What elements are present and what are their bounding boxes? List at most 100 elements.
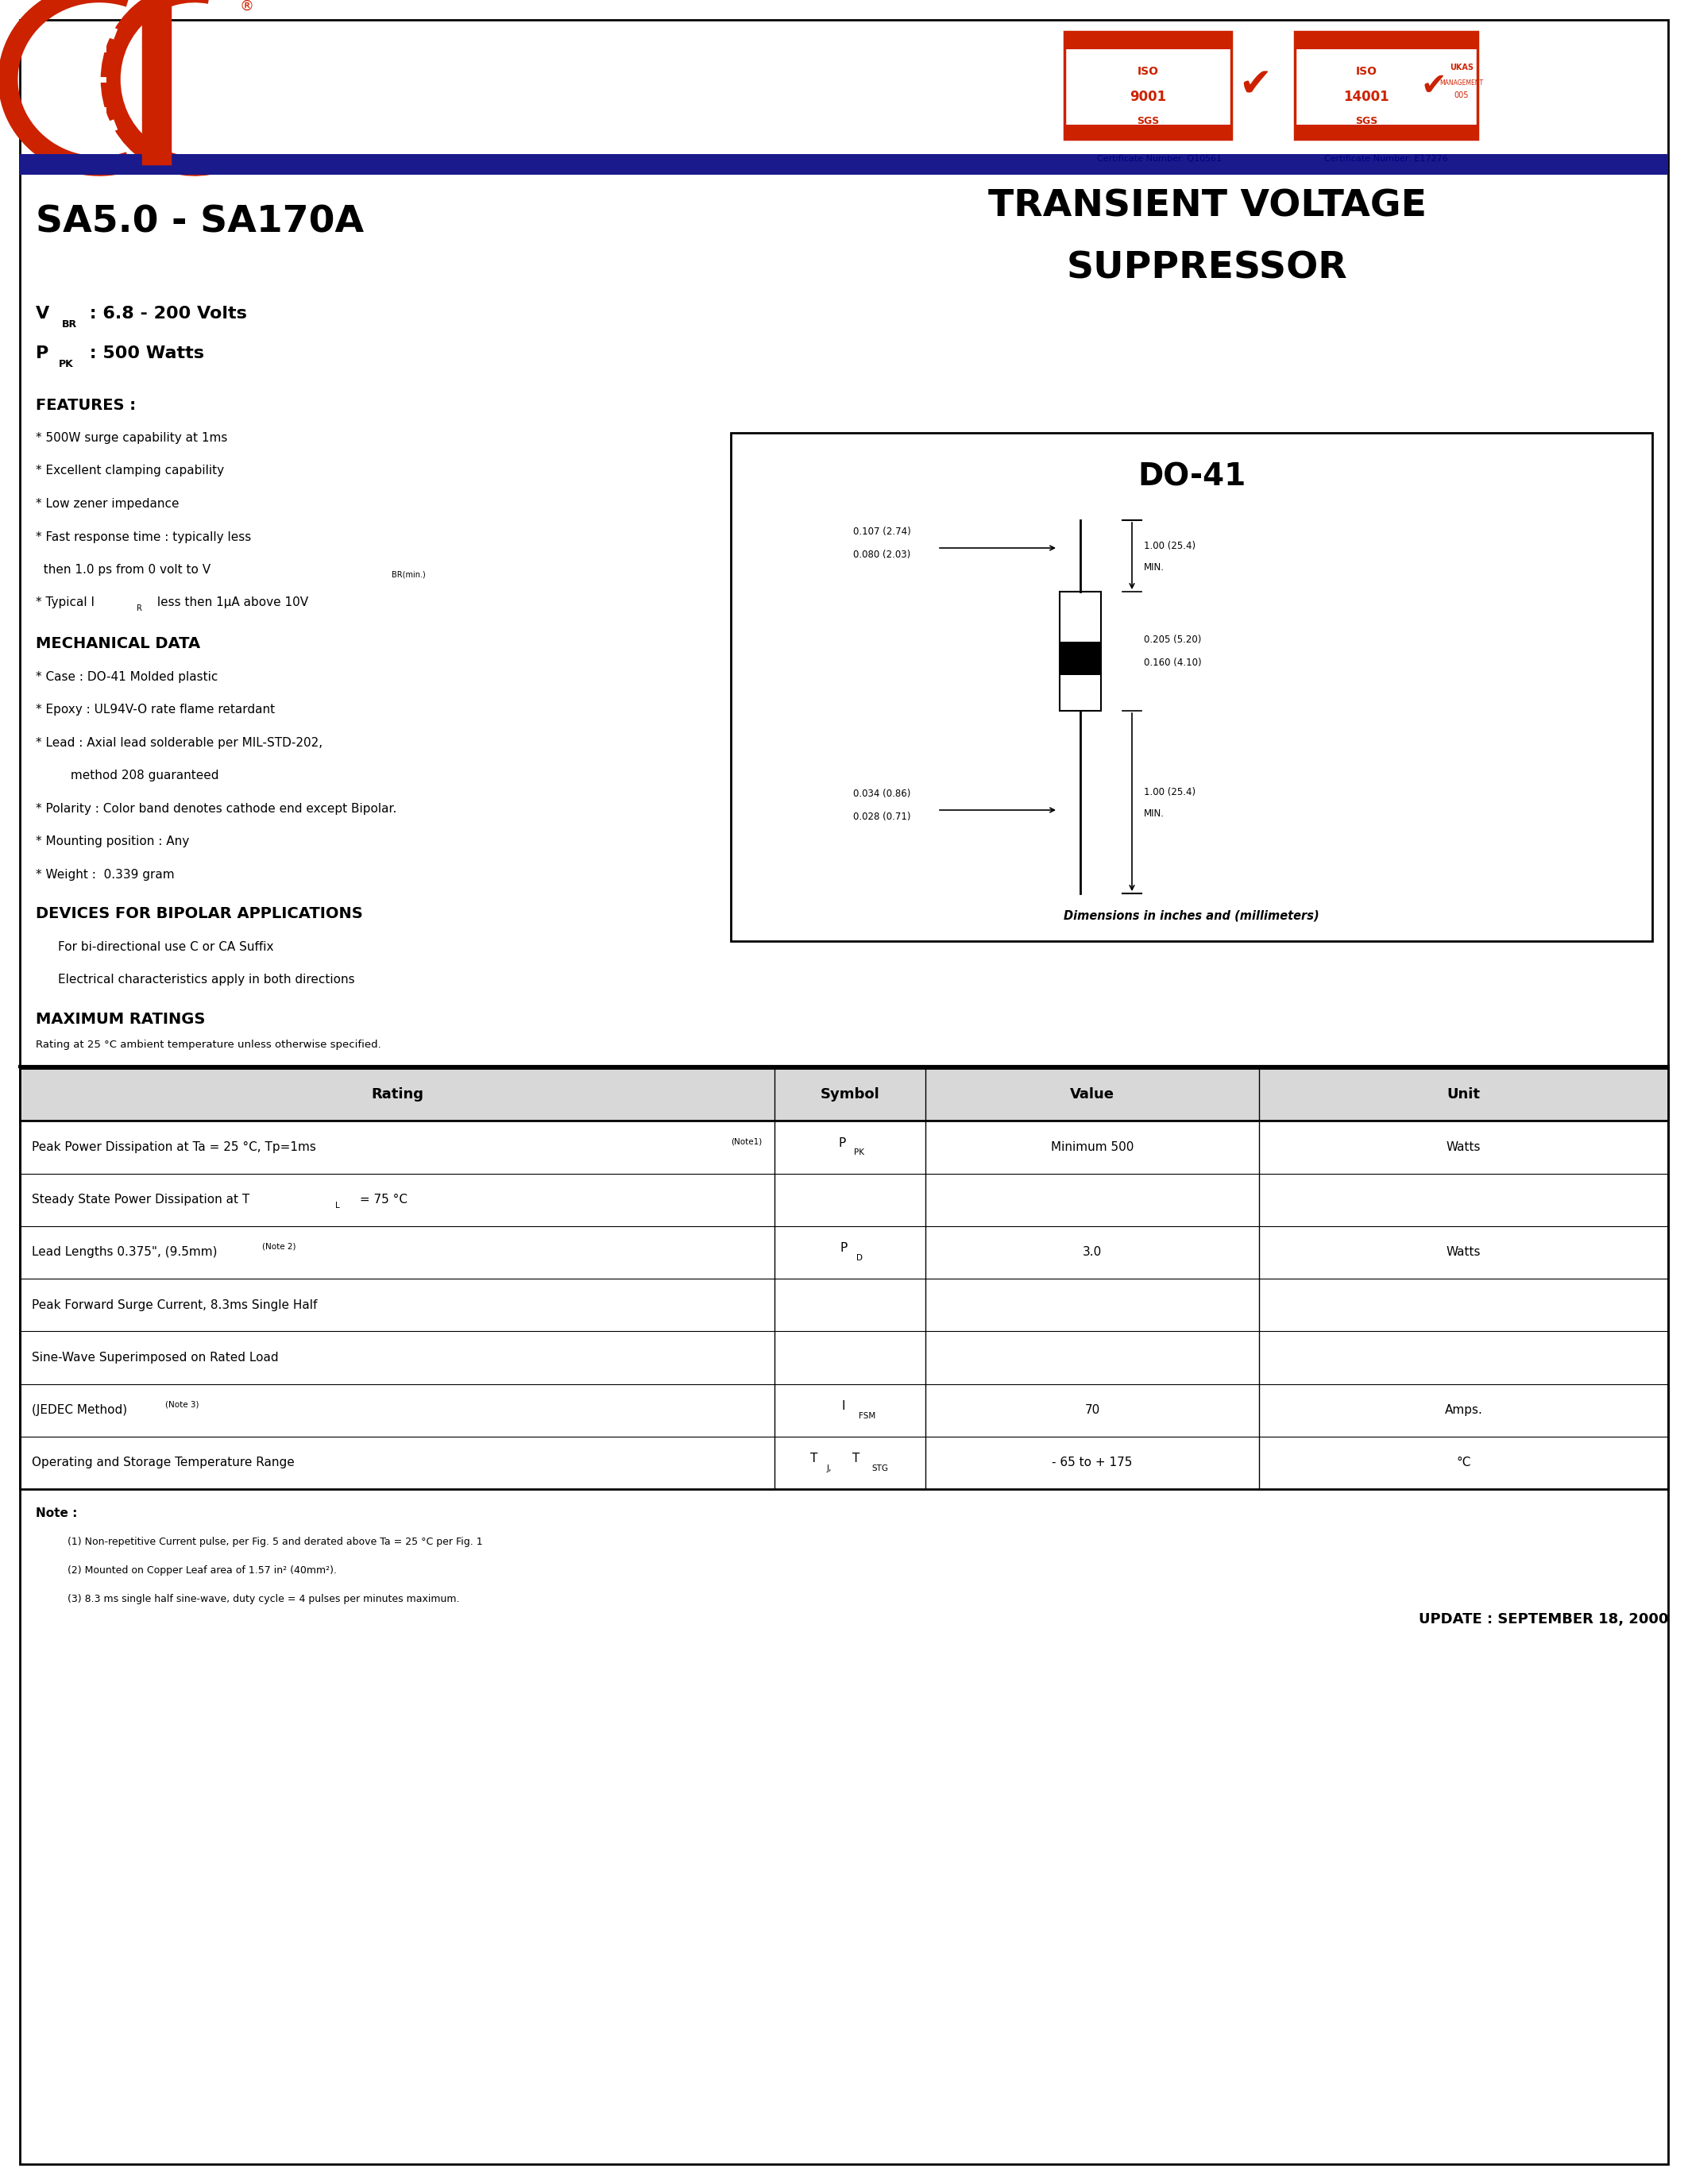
- Text: 0.205 (5.20): 0.205 (5.20): [1144, 633, 1202, 644]
- Text: method 208 guaranteed: method 208 guaranteed: [35, 769, 219, 782]
- Bar: [731, 432, 1653, 941]
- Text: * Epoxy : UL94V-O rate flame retardant: * Epoxy : UL94V-O rate flame retardant: [35, 703, 275, 716]
- Text: 0.160 (4.10): 0.160 (4.10): [1144, 657, 1202, 668]
- Text: Rating at 25 °C ambient temperature unless otherwise specified.: Rating at 25 °C ambient temperature unle…: [35, 1040, 381, 1051]
- Bar: [1060, 642, 1101, 675]
- Text: Operating and Storage Temperature Range: Operating and Storage Temperature Range: [32, 1457, 294, 1470]
- Text: : 500 Watts: : 500 Watts: [83, 345, 204, 360]
- Text: * Lead : Axial lead solderable per MIL-STD-202,: * Lead : Axial lead solderable per MIL-S…: [35, 736, 322, 749]
- Text: then 1.0 ps from 0 volt to V: then 1.0 ps from 0 volt to V: [35, 563, 211, 577]
- Text: 0.080 (2.03): 0.080 (2.03): [852, 550, 910, 559]
- Text: 9001: 9001: [1129, 90, 1166, 105]
- Text: Amps.: Amps.: [1445, 1404, 1482, 1415]
- Text: J,: J,: [827, 1465, 832, 1472]
- Text: V: V: [35, 306, 49, 321]
- Text: * Mounting position : Any: * Mounting position : Any: [35, 836, 189, 847]
- Text: SGS: SGS: [1355, 116, 1377, 127]
- Text: PK: PK: [854, 1149, 864, 1158]
- Text: Note :: Note :: [35, 1507, 78, 1518]
- Text: ®: ®: [240, 0, 253, 13]
- Text: * Excellent clamping capability: * Excellent clamping capability: [35, 465, 225, 476]
- Bar: [20, 1068, 1668, 1120]
- Text: Watts: Watts: [1447, 1247, 1480, 1258]
- Text: PK: PK: [59, 358, 74, 369]
- Text: Peak Forward Surge Current, 8.3ms Single Half: Peak Forward Surge Current, 8.3ms Single…: [32, 1299, 317, 1310]
- Text: UPDATE : SEPTEMBER 18, 2000: UPDATE : SEPTEMBER 18, 2000: [1418, 1612, 1668, 1627]
- Text: MANAGEMENT: MANAGEMENT: [1440, 81, 1484, 87]
- Text: Rating: Rating: [371, 1088, 424, 1101]
- Text: 0.034 (0.86): 0.034 (0.86): [852, 788, 910, 799]
- Text: 3.0: 3.0: [1082, 1247, 1102, 1258]
- Text: SUPPRESSOR: SUPPRESSOR: [1067, 251, 1349, 286]
- Text: (1) Non-repetitive Current pulse, per Fig. 5 and derated above Ta = 25 °C per Fi: (1) Non-repetitive Current pulse, per Fi…: [68, 1535, 483, 1546]
- Text: = 75 °C: = 75 °C: [356, 1195, 407, 1206]
- Text: - 65 to + 175: - 65 to + 175: [1052, 1457, 1133, 1470]
- Text: 14001: 14001: [1344, 90, 1389, 105]
- Text: * Polarity : Color band denotes cathode end except Bipolar.: * Polarity : Color band denotes cathode …: [35, 802, 397, 815]
- Text: Certificate Number: E17276: Certificate Number: E17276: [1325, 155, 1448, 164]
- Text: * Fast response time : typically less: * Fast response time : typically less: [35, 531, 252, 544]
- Text: Electrical characteristics apply in both directions: Electrical characteristics apply in both…: [57, 974, 354, 985]
- Text: T: T: [810, 1452, 819, 1465]
- Text: (Note 3): (Note 3): [165, 1400, 199, 1409]
- Text: Symbol: Symbol: [820, 1088, 879, 1101]
- Text: 0.107 (2.74): 0.107 (2.74): [852, 526, 910, 537]
- Text: 0.028 (0.71): 0.028 (0.71): [852, 812, 910, 821]
- Text: Minimum 500: Minimum 500: [1050, 1142, 1134, 1153]
- Bar: [1295, 33, 1477, 50]
- Text: DO-41: DO-41: [1138, 461, 1246, 491]
- Text: ✔: ✔: [1421, 70, 1447, 100]
- Text: Lead Lengths 0.375", (9.5mm): Lead Lengths 0.375", (9.5mm): [32, 1247, 218, 1258]
- Text: ISO: ISO: [1355, 66, 1377, 76]
- Text: P: P: [839, 1138, 846, 1149]
- Text: L: L: [336, 1201, 339, 1210]
- Text: 1.00 (25.4): 1.00 (25.4): [1144, 788, 1195, 797]
- Text: * 500W surge capability at 1ms: * 500W surge capability at 1ms: [35, 432, 228, 443]
- Text: BR: BR: [62, 319, 78, 330]
- Text: (JEDEC Method): (JEDEC Method): [32, 1404, 127, 1415]
- Text: MIN.: MIN.: [1144, 561, 1165, 572]
- Text: STG: STG: [871, 1465, 888, 1472]
- Text: SGS: SGS: [1136, 116, 1160, 127]
- Text: (2) Mounted on Copper Leaf area of 1.57 in² (40mm²).: (2) Mounted on Copper Leaf area of 1.57 …: [68, 1566, 338, 1575]
- Text: Sine-Wave Superimposed on Rated Load: Sine-Wave Superimposed on Rated Load: [32, 1352, 279, 1363]
- Bar: [20, 1068, 1668, 1489]
- Text: less then 1μA above 10V: less then 1μA above 10V: [154, 596, 309, 609]
- Bar: [1065, 33, 1231, 140]
- Text: T: T: [849, 1452, 859, 1465]
- Text: P: P: [35, 345, 49, 360]
- Text: BR(min.): BR(min.): [392, 570, 425, 579]
- Text: (Note 2): (Note 2): [262, 1243, 295, 1251]
- Text: MECHANICAL DATA: MECHANICAL DATA: [35, 636, 201, 651]
- Text: SA5.0 - SA170A: SA5.0 - SA170A: [35, 205, 365, 240]
- Text: * Weight :  0.339 gram: * Weight : 0.339 gram: [35, 869, 174, 880]
- Text: °C: °C: [1457, 1457, 1470, 1470]
- Text: Unit: Unit: [1447, 1088, 1480, 1101]
- Text: : 6.8 - 200 Volts: : 6.8 - 200 Volts: [83, 306, 246, 321]
- Text: Watts: Watts: [1447, 1142, 1480, 1153]
- Text: * Case : DO-41 Molded plastic: * Case : DO-41 Molded plastic: [35, 670, 218, 684]
- Bar: [1065, 124, 1231, 140]
- Text: (Note1): (Note1): [731, 1138, 761, 1144]
- Text: FEATURES :: FEATURES :: [35, 397, 135, 413]
- Text: MAXIMUM RATINGS: MAXIMUM RATINGS: [35, 1011, 206, 1026]
- Bar: [1065, 33, 1231, 50]
- Text: I: I: [842, 1400, 846, 1413]
- Text: * Typical I: * Typical I: [35, 596, 95, 609]
- Text: FSM: FSM: [859, 1411, 876, 1420]
- Text: ISO: ISO: [1138, 66, 1158, 76]
- Text: Dimensions in inches and (millimeters): Dimensions in inches and (millimeters): [1063, 911, 1320, 922]
- Text: R: R: [137, 605, 142, 612]
- Text: Steady State Power Dissipation at T: Steady State Power Dissipation at T: [32, 1195, 250, 1206]
- Text: TRANSIENT VOLTAGE: TRANSIENT VOLTAGE: [987, 188, 1426, 225]
- Bar: [1295, 124, 1477, 140]
- Text: MIN.: MIN.: [1144, 808, 1165, 819]
- Text: 1.00 (25.4): 1.00 (25.4): [1144, 542, 1195, 553]
- Bar: [1295, 33, 1477, 140]
- Bar: [20, 155, 1668, 175]
- Text: P: P: [841, 1243, 847, 1254]
- Text: ✔: ✔: [1239, 66, 1271, 105]
- Text: * Low zener impedance: * Low zener impedance: [35, 498, 179, 509]
- Text: DEVICES FOR BIPOLAR APPLICATIONS: DEVICES FOR BIPOLAR APPLICATIONS: [35, 906, 363, 922]
- Text: 005: 005: [1455, 92, 1469, 98]
